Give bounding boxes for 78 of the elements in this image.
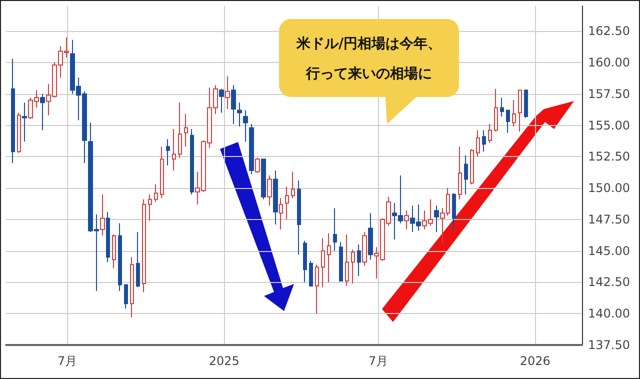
- y-tick-label: 162.50: [588, 24, 630, 38]
- candlestick: [512, 100, 516, 128]
- candlestick: [100, 194, 105, 236]
- candlestick: [249, 124, 254, 175]
- annotation: 米ドル/円相場は今年、: [295, 35, 443, 54]
- candlestick: [357, 244, 361, 276]
- y-tick-label: 157.50: [588, 86, 630, 101]
- y-tick-label: 145.00: [588, 244, 630, 258]
- candlestick: [500, 97, 504, 117]
- candlestick: [506, 110, 510, 134]
- candlestick: [285, 186, 289, 220]
- candlestick: [309, 260, 313, 286]
- candlestick: [482, 130, 486, 152]
- candlestick: [333, 208, 337, 252]
- candlestick: [345, 234, 349, 286]
- candlestick: [327, 232, 331, 283]
- candlestick: [106, 211, 110, 263]
- y-tick-label: 155.00: [588, 118, 630, 132]
- candlestick: [458, 146, 462, 200]
- candlestick: [184, 113, 188, 148]
- x-tick-label: 2026: [520, 354, 550, 368]
- candlestick: [297, 180, 301, 256]
- candlestick: [148, 194, 152, 222]
- y-tick-label: 152.50: [588, 150, 630, 164]
- candlestick: [321, 238, 325, 288]
- candlestick: [112, 234, 116, 269]
- candlestick: [452, 192, 456, 230]
- candlestick: [11, 58, 15, 164]
- candlestick: [237, 102, 242, 128]
- candlestick: [154, 184, 158, 202]
- candlestick: [315, 264, 319, 314]
- candlestick: [219, 88, 224, 114]
- candlestick: [118, 222, 122, 292]
- candlestick: [279, 198, 283, 230]
- x-tick-label: 7月: [368, 354, 388, 368]
- candlestick: [518, 90, 522, 132]
- candlestick: [362, 232, 367, 266]
- candlestick: [40, 93, 45, 131]
- candlestick: [225, 76, 230, 110]
- y-tick-label: 142.50: [588, 275, 630, 290]
- candlestick: [231, 84, 236, 125]
- candlestick: [17, 112, 21, 154]
- y-tick-label: 160.00: [588, 56, 630, 70]
- candlestick: [261, 158, 266, 200]
- candlestick: [368, 212, 373, 260]
- y-tick-label: 137.50: [588, 338, 630, 352]
- candlestick: [464, 154, 468, 195]
- candlestick: [470, 148, 474, 185]
- candlestick: [243, 110, 248, 142]
- y-tick-label: 150.00: [588, 181, 630, 196]
- y-tick-label: 140.00: [588, 306, 630, 321]
- x-tick-label: 7月: [58, 354, 78, 368]
- candlestick: [339, 242, 343, 282]
- candlestick: [130, 256, 134, 318]
- candlestick: [22, 102, 27, 142]
- candlestick: [160, 146, 164, 199]
- candlestick: [494, 88, 498, 132]
- candlestick: [267, 175, 272, 206]
- candlestick: [351, 249, 355, 284]
- candlestick: [166, 138, 170, 166]
- candlestick: [434, 205, 439, 232]
- candlestick: [124, 284, 128, 310]
- candlestick: [178, 102, 182, 158]
- candlestick: [190, 128, 194, 195]
- candlestick: [172, 128, 176, 171]
- candlestick: [404, 210, 409, 230]
- candlestick: [488, 124, 492, 144]
- candlestick: [524, 90, 528, 118]
- y-tick-label: 147.50: [588, 212, 630, 226]
- candlestick: [476, 130, 480, 158]
- annotation: 行って来いの相場に: [304, 65, 433, 84]
- candlestick: [303, 240, 307, 283]
- x-tick-label: 2025: [208, 354, 240, 368]
- candlestick: [142, 198, 146, 293]
- candlestick: [136, 232, 140, 288]
- candlestick: [273, 170, 278, 225]
- candlestick: [291, 171, 295, 199]
- candlestick: [255, 157, 260, 174]
